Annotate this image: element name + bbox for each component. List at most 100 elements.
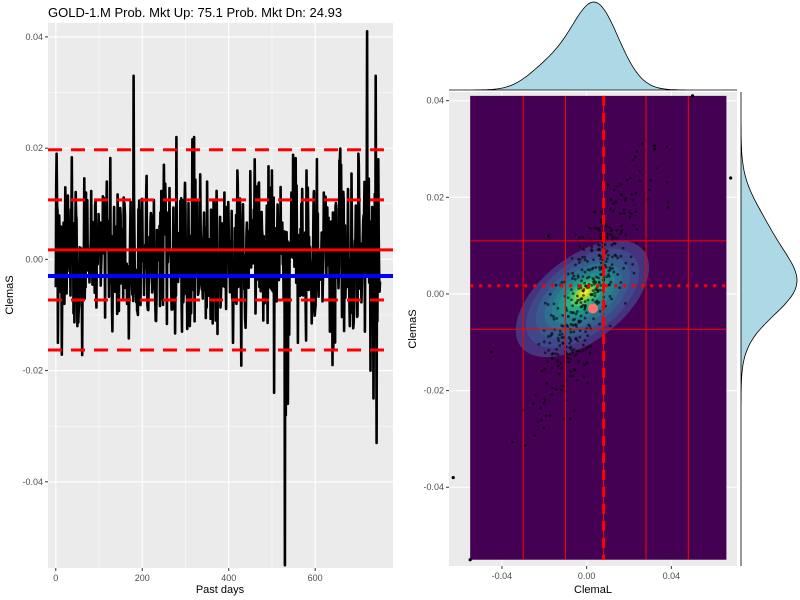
scatter-point	[611, 266, 614, 270]
scatter-point	[581, 275, 585, 279]
scatter-point	[537, 342, 541, 346]
scatter-point	[594, 266, 598, 269]
scatter-point	[586, 345, 590, 349]
scatter-point	[546, 303, 550, 306]
scatter-point	[665, 180, 669, 184]
scatter-point	[554, 352, 557, 356]
scatter-point	[556, 306, 560, 310]
scatter-point	[566, 272, 570, 276]
scatter-point	[581, 343, 585, 347]
scatter-chart-x-ticks: -0.04 0.00 0.04	[492, 566, 680, 581]
scatter-point	[634, 191, 638, 195]
scatter-point	[655, 167, 659, 171]
scatter-point	[594, 288, 598, 291]
scatter-point	[596, 290, 600, 293]
scatter-point	[549, 313, 553, 317]
scatter-chart-y-axis-title: ClemaS	[407, 309, 419, 348]
scatter-point	[581, 349, 585, 353]
scatter-point	[572, 330, 576, 334]
scatter-point	[606, 232, 610, 236]
scatter-point	[596, 243, 600, 247]
scatter-point	[543, 301, 547, 305]
scatter-point	[534, 394, 537, 397]
scatter-point	[489, 350, 493, 354]
scatter-point	[604, 260, 608, 263]
scatter-point	[571, 318, 575, 322]
scatter-point	[590, 293, 593, 297]
scatter-point	[547, 348, 550, 352]
scatter-point	[598, 248, 602, 252]
scatter-point	[608, 282, 612, 286]
scatter-point	[614, 254, 618, 258]
scatter-density-chart: -0.04 0.00 0.04 -0.04 -0.02 0.00 0.02 0.04 Cle…	[407, 1, 798, 596]
scatter-point	[646, 237, 649, 241]
scatter-point	[631, 263, 635, 266]
scatter-point	[560, 332, 564, 336]
scatter-point	[580, 268, 584, 272]
scatter-point	[569, 339, 573, 343]
scatter-point	[619, 183, 623, 186]
scatter-point	[597, 280, 601, 284]
scatter-point	[584, 284, 588, 288]
scatter-point	[634, 210, 638, 214]
scatter-point	[619, 254, 623, 258]
scatter-point	[573, 277, 577, 281]
scatter-point	[599, 288, 602, 292]
scatter-point	[589, 344, 593, 348]
scatter-point	[619, 232, 622, 236]
line-chart-y-ticks: -0.04 -0.02 0.00 0.02 0.04	[22, 32, 48, 487]
y-tick-label: 0.04	[426, 96, 444, 106]
scatter-point	[511, 440, 514, 444]
scatter-point	[555, 360, 559, 363]
scatter-point	[631, 198, 635, 202]
scatter-point	[631, 223, 635, 227]
scatter-point	[598, 268, 602, 272]
x-tick-label: 0.04	[663, 571, 681, 581]
scatter-point	[589, 227, 593, 231]
scatter-point	[609, 280, 613, 284]
scatter-point	[609, 233, 613, 237]
scatter-point	[566, 315, 570, 318]
scatter-point	[555, 316, 559, 320]
current-point	[588, 303, 598, 314]
scatter-point	[550, 352, 554, 356]
scatter-point	[621, 246, 625, 250]
scatter-point	[585, 311, 588, 315]
scatter-point	[581, 303, 585, 307]
x-tick-label: 600	[308, 573, 323, 583]
scatter-point	[583, 338, 587, 342]
scatter-point	[635, 241, 638, 245]
scatter-point	[594, 300, 598, 304]
scatter-point	[577, 287, 581, 290]
scatter-point	[561, 324, 565, 328]
x-tick-label: 400	[221, 573, 236, 583]
scatter-point	[554, 387, 558, 391]
scatter-point	[545, 381, 549, 385]
scatter-point	[600, 210, 604, 214]
scatter-point	[551, 386, 555, 390]
scatter-point	[633, 155, 637, 159]
scatter-point	[556, 353, 560, 356]
scatter-point	[568, 374, 572, 377]
scatter-point	[607, 183, 610, 187]
scatter-point	[579, 301, 583, 304]
scatter-point	[550, 393, 553, 396]
scatter-point	[612, 270, 616, 274]
scatter-point	[614, 236, 618, 240]
scatter-point	[558, 329, 562, 333]
scatter-point	[550, 366, 554, 370]
scatter-point	[566, 296, 570, 300]
scatter-point	[629, 255, 633, 259]
scatter-point	[604, 265, 608, 269]
scatter-point	[599, 257, 602, 261]
scatter-point	[585, 361, 589, 365]
scatter-point	[565, 308, 569, 312]
scatter-point	[620, 224, 623, 228]
scatter-point	[616, 256, 620, 260]
scatter-point	[599, 232, 603, 236]
scatter-point	[544, 414, 548, 418]
scatter-point	[608, 226, 611, 229]
scatter-point	[548, 292, 552, 296]
scatter-point	[468, 558, 472, 562]
line-chart-x-ticks: 0 200 400 600	[53, 568, 323, 583]
